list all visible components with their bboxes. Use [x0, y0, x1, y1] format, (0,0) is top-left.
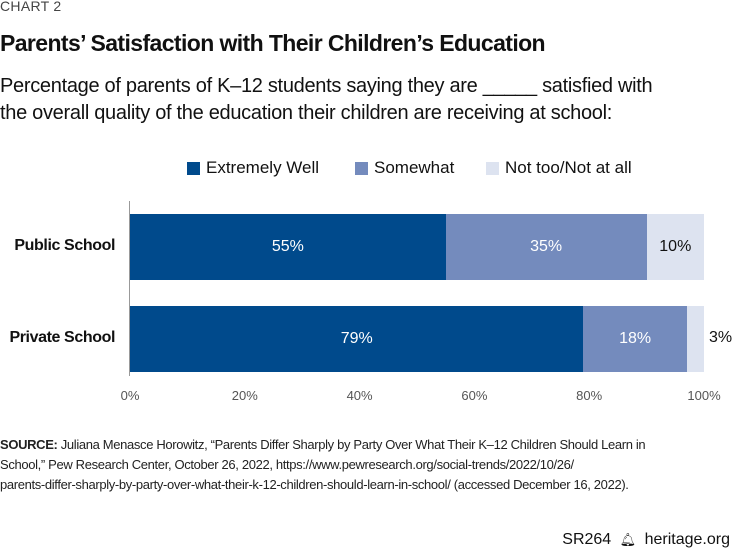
legend-label: Somewhat [374, 158, 455, 177]
chart-kicker: CHART 2 [0, 0, 62, 14]
category-label: Private School [9, 329, 115, 346]
chart-title: Parents’ Satisfaction with Their Childre… [0, 30, 546, 56]
x-tick-label: 20% [231, 388, 258, 403]
source-line-3: parents-differ-sharply-by-party-over-wha… [0, 477, 629, 492]
x-tick-label: 60% [461, 388, 488, 403]
bar-segment: 10% [646, 214, 704, 280]
legend-item-0: Extremely Well [187, 158, 319, 178]
legend-swatch [355, 161, 368, 175]
source-line-1: SOURCE: Juliana Menasce Horowitz, “Paren… [0, 437, 646, 452]
legend-label: Not too/Not at all [505, 158, 632, 177]
bar-segment: 55% [130, 214, 446, 280]
chart-subtitle-line-1: Percentage of parents of K–12 students s… [0, 75, 653, 97]
data-label: 3% [709, 329, 733, 346]
chart-subtitle-line-2: the overall quality of the education the… [0, 102, 613, 124]
y-axis-line [129, 201, 130, 376]
legend-swatch [187, 161, 200, 175]
x-tick-label: 0% [120, 388, 140, 403]
category-label: Public School [14, 237, 115, 254]
legend-item-2: Not too/Not at all [486, 158, 632, 178]
bar-segment: 18% [583, 306, 687, 372]
legend-item-1: Somewhat [355, 158, 454, 178]
source-label: SOURCE: [0, 437, 58, 452]
bar-segment: 35% [445, 214, 647, 280]
bar-segment [686, 306, 704, 372]
site-name: heritage.org [644, 531, 730, 548]
source-line-2: School,” Pew Research Center, October 26… [0, 457, 574, 472]
legend-swatch [486, 161, 499, 175]
x-tick-label: 100% [687, 388, 721, 403]
liberty-bell-icon: 🔔︎ [619, 532, 637, 547]
report-id: SR264 [562, 531, 612, 548]
x-tick-label: 40% [346, 388, 373, 403]
legend-label: Extremely Well [206, 158, 320, 177]
source-text: Juliana Menasce Horowitz, “Parents Diffe… [57, 437, 646, 452]
footer: SR264 🔔︎ heritage.org [562, 531, 730, 549]
bar-segment: 79% [130, 306, 584, 372]
x-tick-label: 80% [576, 388, 603, 403]
